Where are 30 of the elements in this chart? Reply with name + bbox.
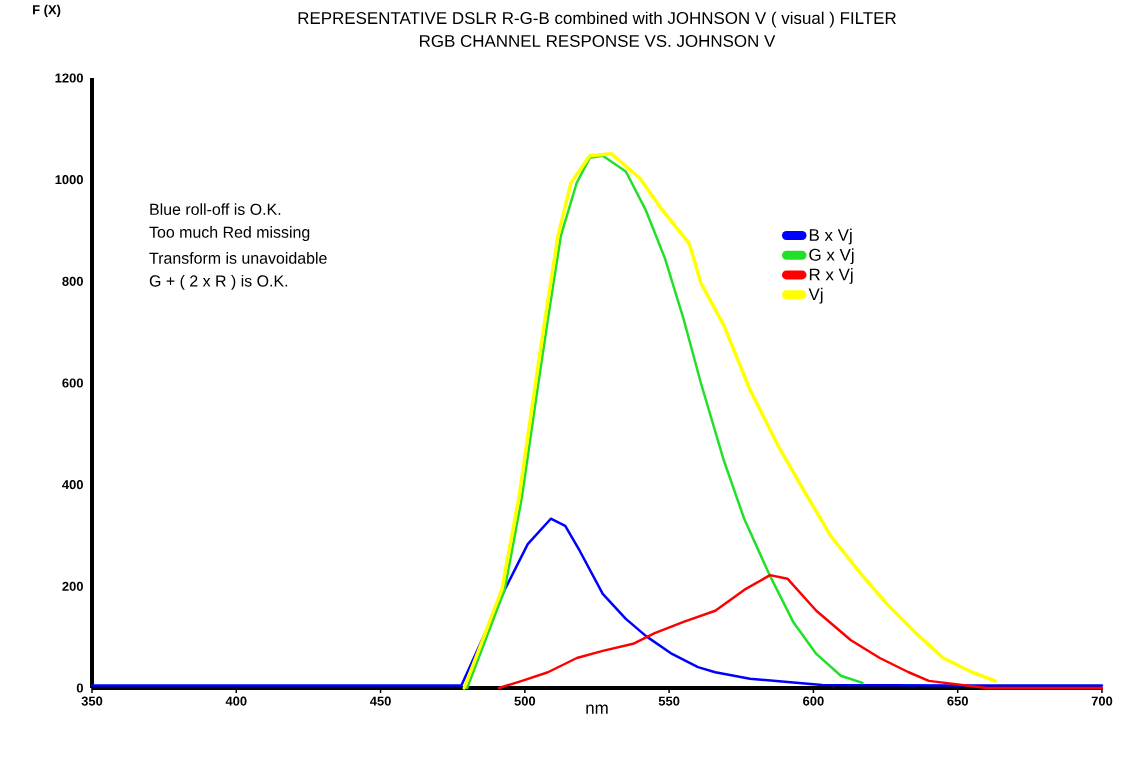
x-tick-label: 700: [1091, 696, 1113, 706]
legend-label: R x Vj: [809, 268, 853, 284]
legend-label: Vj: [808, 287, 823, 304]
x-tick-label: 450: [369, 696, 391, 706]
y-tick-label: 800: [62, 276, 83, 286]
annotation: G + ( 2 x R ) is O.K.: [149, 274, 288, 290]
x-tick-label: 600: [803, 696, 824, 706]
y-tick-label: 0: [76, 683, 83, 693]
line-series: [497, 573, 1104, 690]
y-tick-label: 600: [62, 378, 83, 388]
y-axis-title: F (X): [33, 4, 61, 17]
line-series: [465, 154, 864, 690]
y-tick-label: 1200: [55, 73, 83, 83]
x-tick-label: 400: [225, 696, 247, 706]
x-tick-label: 500: [514, 696, 536, 706]
chart-subtitle: RGB CHANNEL RESPONSE VS. JOHNSON V: [420, 34, 776, 47]
chart-title: REPRESENTATIVE DSLR R-G-B combined with JOHNSON V ( visual ) FILTER: [298, 11, 896, 28]
x-tick-label: 650: [947, 696, 968, 706]
line-series: [462, 151, 997, 690]
legend-label: B x Vj: [809, 228, 852, 245]
y-tick-label: 200: [62, 581, 83, 591]
y-tick-label: 1000: [55, 175, 83, 185]
annotation: Too much Red missing: [149, 226, 310, 241]
legend-label: G x Vj: [809, 248, 854, 265]
x-tick-label: 350: [81, 696, 103, 706]
y-tick-label: 400: [62, 480, 83, 490]
annotation: Transform is unavoidable: [149, 252, 327, 264]
x-axis-title: nm: [586, 704, 608, 714]
annotation: Blue roll-off is O.K.: [150, 203, 281, 215]
x-tick-label: 550: [658, 696, 680, 706]
